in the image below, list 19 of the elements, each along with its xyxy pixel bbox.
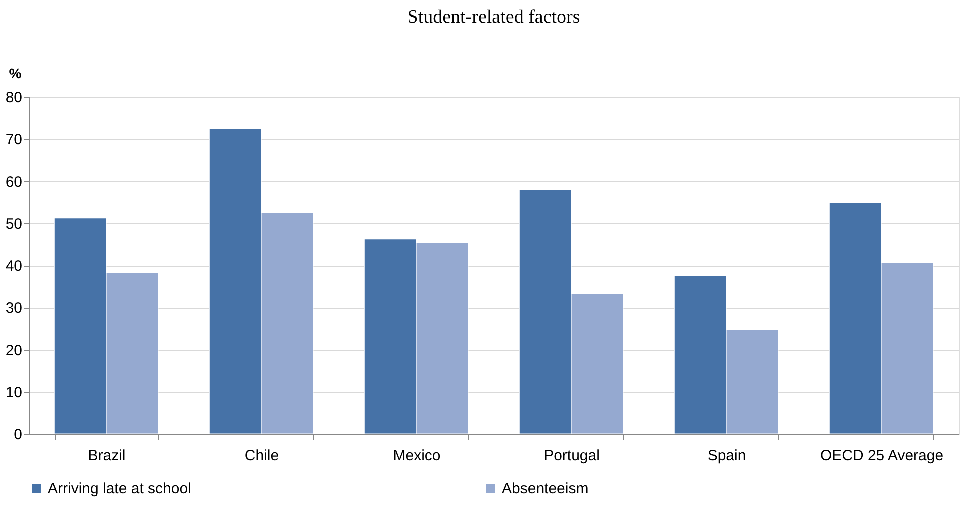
y-tick-label: 10 <box>6 384 22 402</box>
y-tick-label: 80 <box>6 90 22 106</box>
y-tick-label: 20 <box>6 342 22 360</box>
legend-label: Absenteeism <box>502 480 589 498</box>
x-tick-label: Chile <box>244 448 280 464</box>
y-tick-label: 50 <box>6 216 22 233</box>
x-tick-label: Mexico <box>393 448 441 464</box>
legend-label: Arriving late at school <box>48 480 192 498</box>
y-tick-label: 0 <box>14 426 22 444</box>
x-tick-label: Portugal <box>544 448 600 464</box>
y-tick-label: 70 <box>6 132 22 149</box>
y-axis-title: % <box>9 66 22 82</box>
y-tick-label: 40 <box>6 258 22 275</box>
x-tick-label: Brazil <box>88 448 126 464</box>
x-tick-label: OECD 25 Average <box>820 448 944 464</box>
x-tick-label: Spain <box>708 448 746 464</box>
y-tick-label: 30 <box>6 300 22 318</box>
y-tick-label: 60 <box>6 174 22 191</box>
chart-title: Student-related factors <box>408 7 580 28</box>
